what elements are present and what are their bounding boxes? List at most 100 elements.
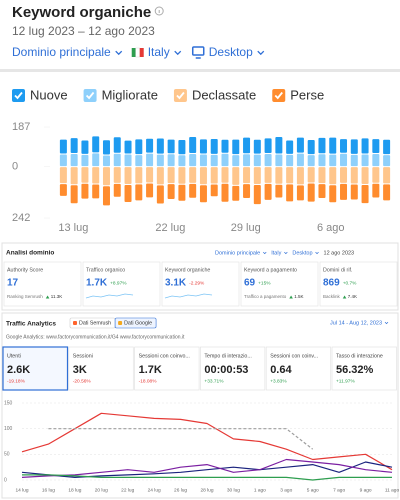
metric-card[interactable] [134,346,200,391]
bar-segment [232,139,240,155]
metric-card[interactable] [68,346,134,391]
metric-card[interactable] [2,346,69,391]
bar-segment [264,138,272,154]
bar-segment [124,154,132,167]
line-series [21,412,393,471]
bar-segment [264,154,272,167]
metric-change: -20.56% [73,378,92,384]
tab-label[interactable]: Dati Google [124,320,152,326]
metric-value: 2.6K [7,364,30,376]
bar-segment [70,154,78,167]
line-series [48,428,314,450]
bar-segment [383,139,391,155]
bar-segment [102,186,110,206]
tab[interactable] [114,317,157,329]
bar-segment [372,139,380,154]
filter-dropdown[interactable]: Dominio principale [215,250,260,256]
filter-dropdown[interactable]: Italy [148,45,170,59]
bar-segment [296,153,304,167]
legend-label[interactable]: Migliorate [102,87,158,102]
card-value: 1.7K [86,278,108,289]
chevron [115,50,123,56]
x-tick-label: 14 lug [15,487,28,493]
metric-card [82,261,161,307]
chevron [257,50,265,56]
filter-dropdown[interactable]: 12 ago 2023 [324,250,355,256]
card-label: Keyword a pagamento [244,267,297,273]
bar-segment [275,167,283,184]
bar-segment [372,183,380,198]
bar-segment [361,154,369,167]
card-sub-label: Backlink [323,294,341,299]
y-tick-label: 187 [12,121,30,133]
metric-value: 1.7K [139,364,162,376]
bar-segment [199,154,207,167]
x-tick-label: 13 lug [58,222,88,234]
flag-icon [139,48,144,57]
monitor-icon [191,46,205,56]
bar-segment [318,137,326,154]
source-text: Google Analytics: www.factorycommunicati… [6,334,185,340]
date-dropdown[interactable]: Jul 14 - Aug 12, 2023 [330,320,382,326]
bar-segment [178,184,186,201]
bar-segment [102,155,110,167]
filter-dropdown[interactable]: Desktop [292,250,312,256]
card-value: 17 [7,278,19,289]
section-title: Traffic Analytics [6,321,56,328]
x-tick-label: 20 lug [95,487,108,493]
bar-segment [350,167,358,184]
bar-segment [156,154,164,167]
bar-segment [307,183,315,202]
bar-segment [167,154,175,167]
bar-segment [221,153,229,167]
bar-segment [243,137,251,154]
metric-card[interactable] [331,346,397,391]
metric-change: -19.18% [7,378,26,384]
metric-card[interactable] [200,346,266,391]
metric-card [240,261,319,307]
bar-segment [361,184,369,204]
bar-segment [210,167,218,184]
bar-segment [59,167,67,184]
bar-segment [350,139,358,154]
filter-dropdown[interactable]: Italy [271,250,281,256]
bar-segment [275,154,283,167]
legend-label[interactable]: Declassate [192,87,256,102]
bar-segment [221,183,229,202]
bar-segment [296,137,304,153]
bar-segment [59,184,67,196]
legend-label[interactable]: Nuove [30,87,68,102]
metric-label: Sessioni [73,353,93,359]
section-frame [1,242,399,311]
bar-segment [135,184,143,201]
bar-segment [221,139,229,153]
bar-segment [156,185,164,204]
bar-segment [383,167,391,184]
metric-change: +11.97% [336,378,355,384]
bar-segment [296,167,304,185]
bar-segment [189,154,197,167]
y-tick-label: 50 [4,452,10,458]
bar-segment [383,184,391,201]
bar-segment [340,153,348,167]
bar-segment [232,155,240,167]
chevron [315,251,319,255]
x-tick-label: 11 ago [385,487,400,493]
bar-segment [253,167,261,184]
bar-segment [318,167,326,184]
tab-label[interactable]: Dati Semrush [79,320,111,326]
bar-segment [383,155,391,167]
bar-segment [92,167,100,184]
legend-label[interactable]: Perse [290,87,324,102]
x-tick-label: 22 lug [155,222,185,234]
filter-dropdown[interactable]: Desktop [209,45,253,59]
bar-segment [199,139,207,154]
filter-dropdown[interactable]: Dominio principale [12,45,111,59]
divider [0,69,400,72]
date-range: 12 lug 2023 – 12 ago 2023 [12,24,155,38]
bar-segment [178,167,186,184]
metric-card[interactable] [265,346,332,391]
bar-segment [318,154,326,167]
bar-segment [135,155,143,167]
